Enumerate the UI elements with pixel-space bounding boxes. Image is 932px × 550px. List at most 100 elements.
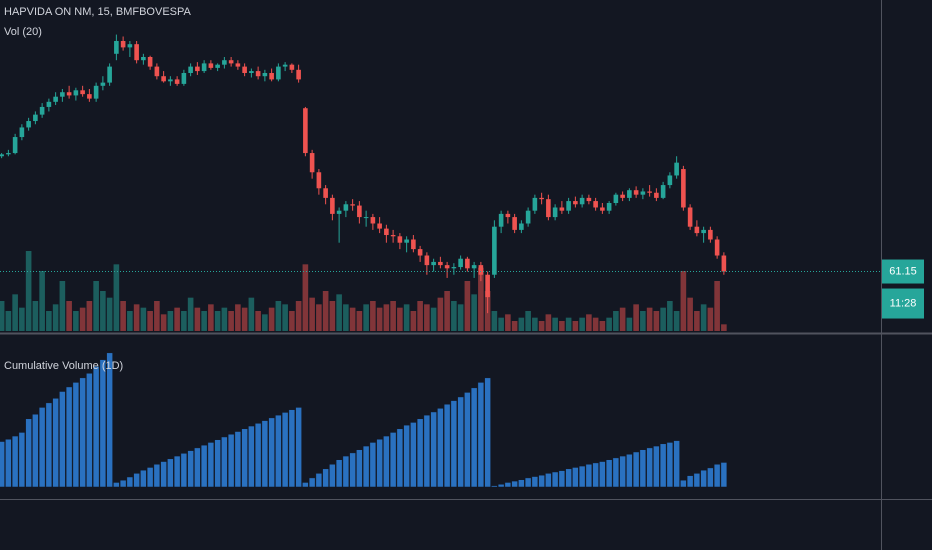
bar [443, 403, 451, 488]
candle-body [708, 229, 713, 240]
candle-body [687, 207, 693, 227]
volume-bar [5, 311, 12, 331]
volume-bar [235, 304, 241, 331]
bar [322, 468, 329, 488]
bar [5, 438, 12, 488]
volume-bar [356, 311, 363, 331]
volume-bar [667, 301, 673, 331]
candle-body [12, 137, 18, 154]
bar [214, 439, 221, 488]
volume-bar [417, 301, 423, 331]
bar [457, 396, 464, 488]
bar [11, 435, 19, 488]
volume-bar [559, 321, 565, 331]
volume-bar [403, 304, 410, 331]
volume-bar [201, 311, 207, 331]
volume-bar [39, 271, 45, 331]
bar [153, 464, 161, 488]
bar [234, 431, 242, 488]
candle-body [681, 169, 686, 208]
candle-body [370, 217, 376, 224]
bar [531, 476, 539, 488]
candle-body [93, 85, 99, 99]
bar [585, 464, 593, 488]
bar [524, 477, 532, 488]
bar [632, 451, 640, 488]
bar [356, 449, 363, 488]
volume-bar [633, 304, 639, 331]
countdown-label: 11:28 [890, 297, 917, 309]
volume-bar [505, 314, 511, 331]
bar [261, 420, 269, 488]
candle-body [640, 191, 646, 195]
volume-bar [565, 317, 572, 331]
candle-body [377, 223, 382, 229]
bar [410, 422, 417, 488]
bar [59, 391, 66, 488]
volume-bar [214, 311, 221, 331]
volume-bar [343, 304, 349, 331]
bar [362, 445, 370, 488]
volume-bar [538, 321, 545, 331]
volume-bar [430, 307, 437, 331]
candle-body [289, 64, 295, 70]
bar [693, 473, 701, 488]
volume-bar [613, 311, 619, 331]
bar [25, 418, 32, 488]
volume-bar [309, 297, 315, 331]
candle-body [201, 63, 207, 72]
volume-bar [248, 297, 255, 331]
bar [720, 462, 728, 488]
candle-body [316, 172, 322, 189]
candle-body [593, 201, 598, 208]
candle-body [73, 90, 79, 96]
bar [673, 440, 680, 488]
volume-bar [410, 311, 417, 331]
volume-bar [680, 271, 687, 331]
candle-body [600, 207, 605, 211]
volume-bar [383, 304, 390, 331]
candle-body [249, 71, 254, 74]
candle-body [397, 236, 403, 243]
candle-body [627, 190, 632, 198]
candle-body [0, 154, 4, 157]
candle-body [174, 79, 180, 84]
volume-bar [302, 264, 309, 331]
candle-body [667, 175, 673, 186]
volume-bar [478, 267, 484, 331]
volume-bar [255, 311, 261, 331]
bar [619, 455, 626, 488]
volume-bar [268, 307, 275, 331]
volume-bar [511, 321, 518, 331]
volume-bar [619, 307, 626, 331]
candle-body [60, 92, 65, 97]
bar [497, 484, 505, 488]
candle-body [701, 229, 706, 234]
volume-bar [349, 307, 356, 331]
candle-body [222, 60, 227, 65]
volume-bar [282, 304, 288, 331]
candle-body [505, 213, 511, 218]
volume-bar [187, 297, 194, 331]
candle-body [417, 249, 423, 256]
bar [52, 398, 59, 488]
volume-bar [25, 251, 32, 331]
bar [389, 432, 397, 488]
volume-bar [626, 317, 633, 331]
candle-body [66, 92, 72, 96]
volume-bar [73, 311, 79, 331]
volume-bar [646, 307, 653, 331]
volume-bar [59, 281, 66, 331]
volume-bar [133, 304, 140, 331]
bar [423, 414, 431, 488]
bar [146, 467, 154, 488]
bar [288, 409, 296, 488]
volume-bar [471, 294, 477, 331]
candle-body [431, 261, 436, 266]
volume-bar [113, 264, 120, 331]
candle-body [620, 194, 625, 198]
candle-body [107, 66, 112, 83]
last-price-label: 61.15 [889, 265, 917, 277]
bar [470, 387, 478, 488]
